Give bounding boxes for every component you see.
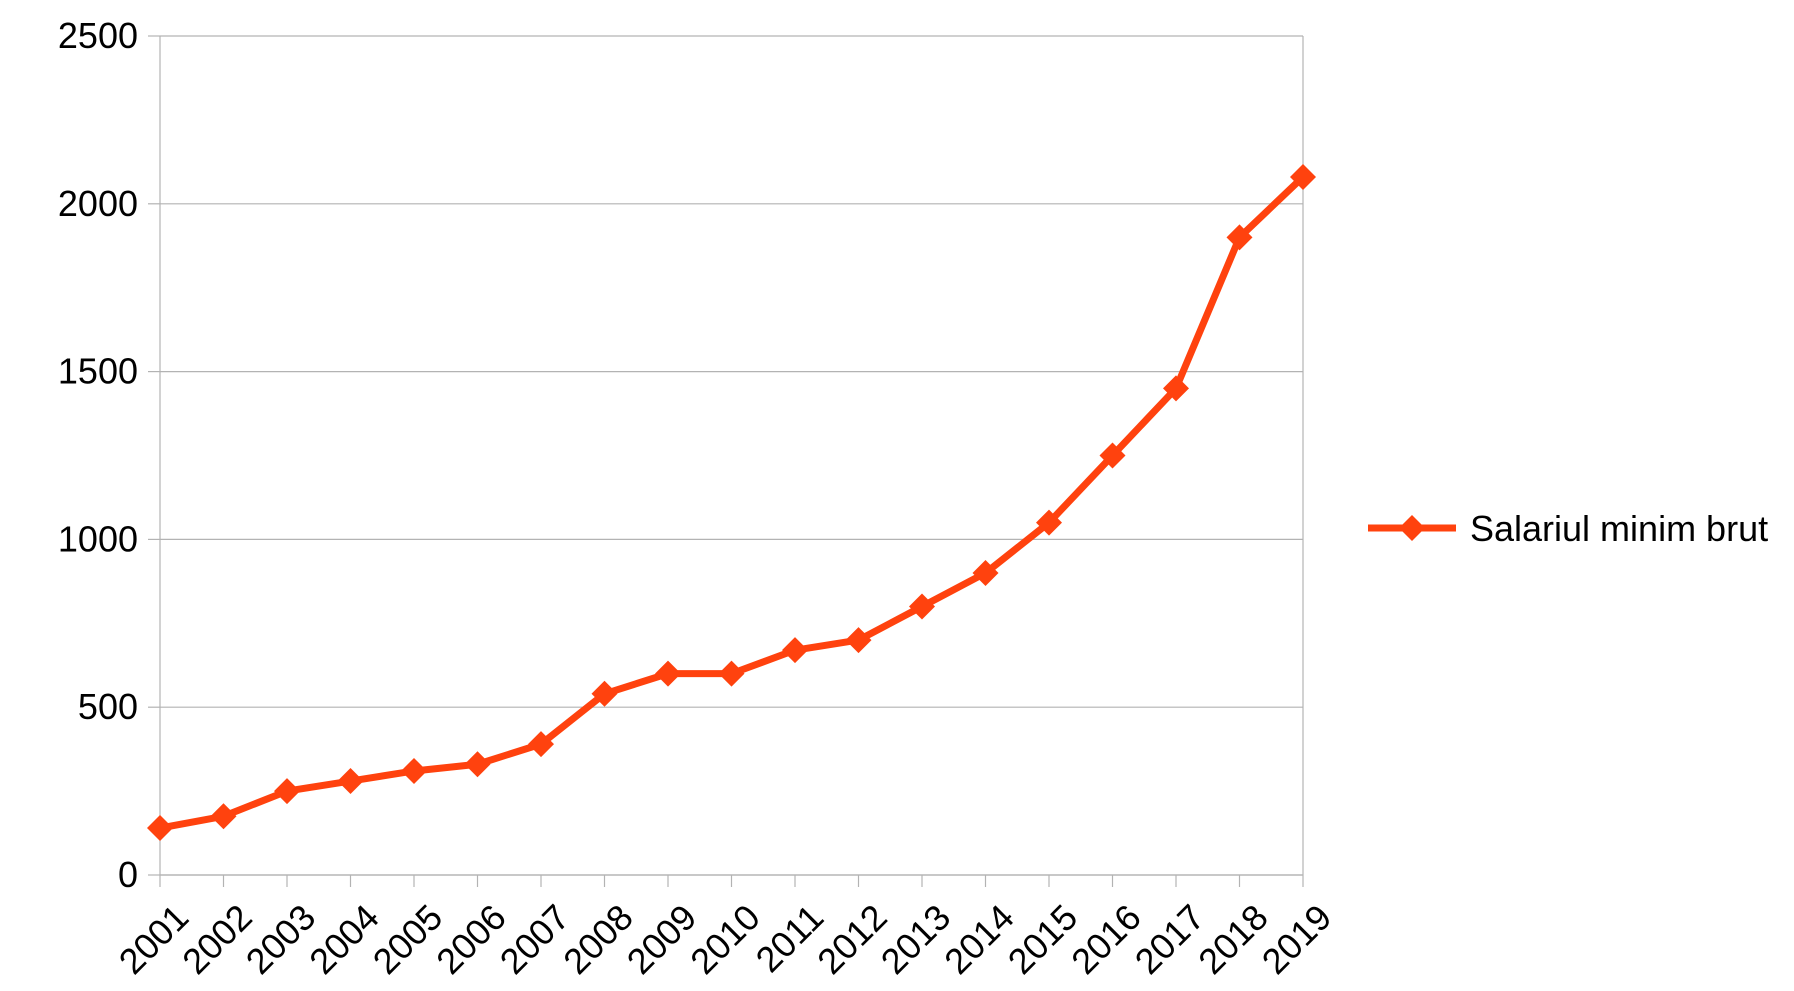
- grid-lines: [160, 35, 1303, 876]
- x-tick-label-2007: 2007: [492, 896, 578, 982]
- data-point-2005: [401, 757, 427, 784]
- data-point-2014: [972, 559, 999, 586]
- x-tick-label-2010: 2010: [682, 896, 768, 982]
- data-point-2002: [210, 803, 237, 830]
- data-point-2006: [464, 751, 491, 778]
- data-point-2009: [655, 660, 681, 687]
- data-point-2019: [1290, 163, 1316, 190]
- x-tick-label-2004: 2004: [301, 896, 387, 982]
- data-point-2003: [274, 778, 300, 805]
- data-point-2013: [909, 593, 935, 620]
- x-tick-label-2013: 2013: [873, 896, 959, 982]
- x-tick-label-2011: 2011: [748, 896, 832, 980]
- y-tick-label: 1500: [58, 351, 138, 392]
- legend: Salariul minim brut: [1368, 508, 1768, 549]
- data-point-2015: [1036, 509, 1062, 536]
- x-tick-label-2008: 2008: [555, 896, 641, 982]
- series-line: [156, 173, 1307, 832]
- legend-label: Salariul minim brut: [1470, 508, 1768, 549]
- data-point-2001: [147, 815, 173, 842]
- x-tick-label-2002: 2002: [174, 896, 260, 982]
- x-tick-label-2009: 2009: [619, 896, 705, 982]
- y-tick-label: 2500: [58, 15, 138, 56]
- data-point-2004: [337, 768, 364, 795]
- data-point-2007: [528, 731, 554, 758]
- legend-marker-diamond: [1399, 515, 1425, 541]
- data-point-2016: [1099, 442, 1126, 469]
- data-point-2018: [1226, 224, 1253, 251]
- y-tick-label: 1000: [58, 518, 138, 559]
- y-tick-labels: 0 500 1000 1500 2000 2500: [58, 15, 138, 895]
- y-tick-label: 0: [118, 854, 138, 895]
- series-layer: [147, 163, 1316, 842]
- data-point-2011: [782, 637, 808, 664]
- x-tick-label-2018: 2018: [1190, 896, 1276, 982]
- x-tick-label-2001: 2001: [111, 896, 197, 982]
- x-tick-label-2017: 2017: [1127, 896, 1213, 982]
- x-tick-label-2014: 2014: [936, 896, 1022, 982]
- data-point-2010: [718, 660, 745, 687]
- axes: [148, 35, 1304, 887]
- data-point-2008: [591, 680, 618, 707]
- x-tick-label-2016: 2016: [1063, 896, 1149, 982]
- x-tick-label-2003: 2003: [238, 896, 324, 982]
- x-tick-labels: 2001200220032004200520062007200820092010…: [111, 896, 1340, 982]
- x-tick-label-2019: 2019: [1254, 896, 1340, 982]
- x-tick-label-2015: 2015: [1000, 896, 1086, 982]
- y-tick-label: 2000: [58, 183, 138, 224]
- y-tick-label: 500: [78, 686, 138, 727]
- data-point-2012: [845, 627, 872, 654]
- data-point-2017: [1163, 375, 1189, 402]
- x-tick-label-2012: 2012: [809, 896, 895, 982]
- x-tick-label-2005: 2005: [365, 896, 451, 982]
- x-tick-label-2006: 2006: [428, 896, 514, 982]
